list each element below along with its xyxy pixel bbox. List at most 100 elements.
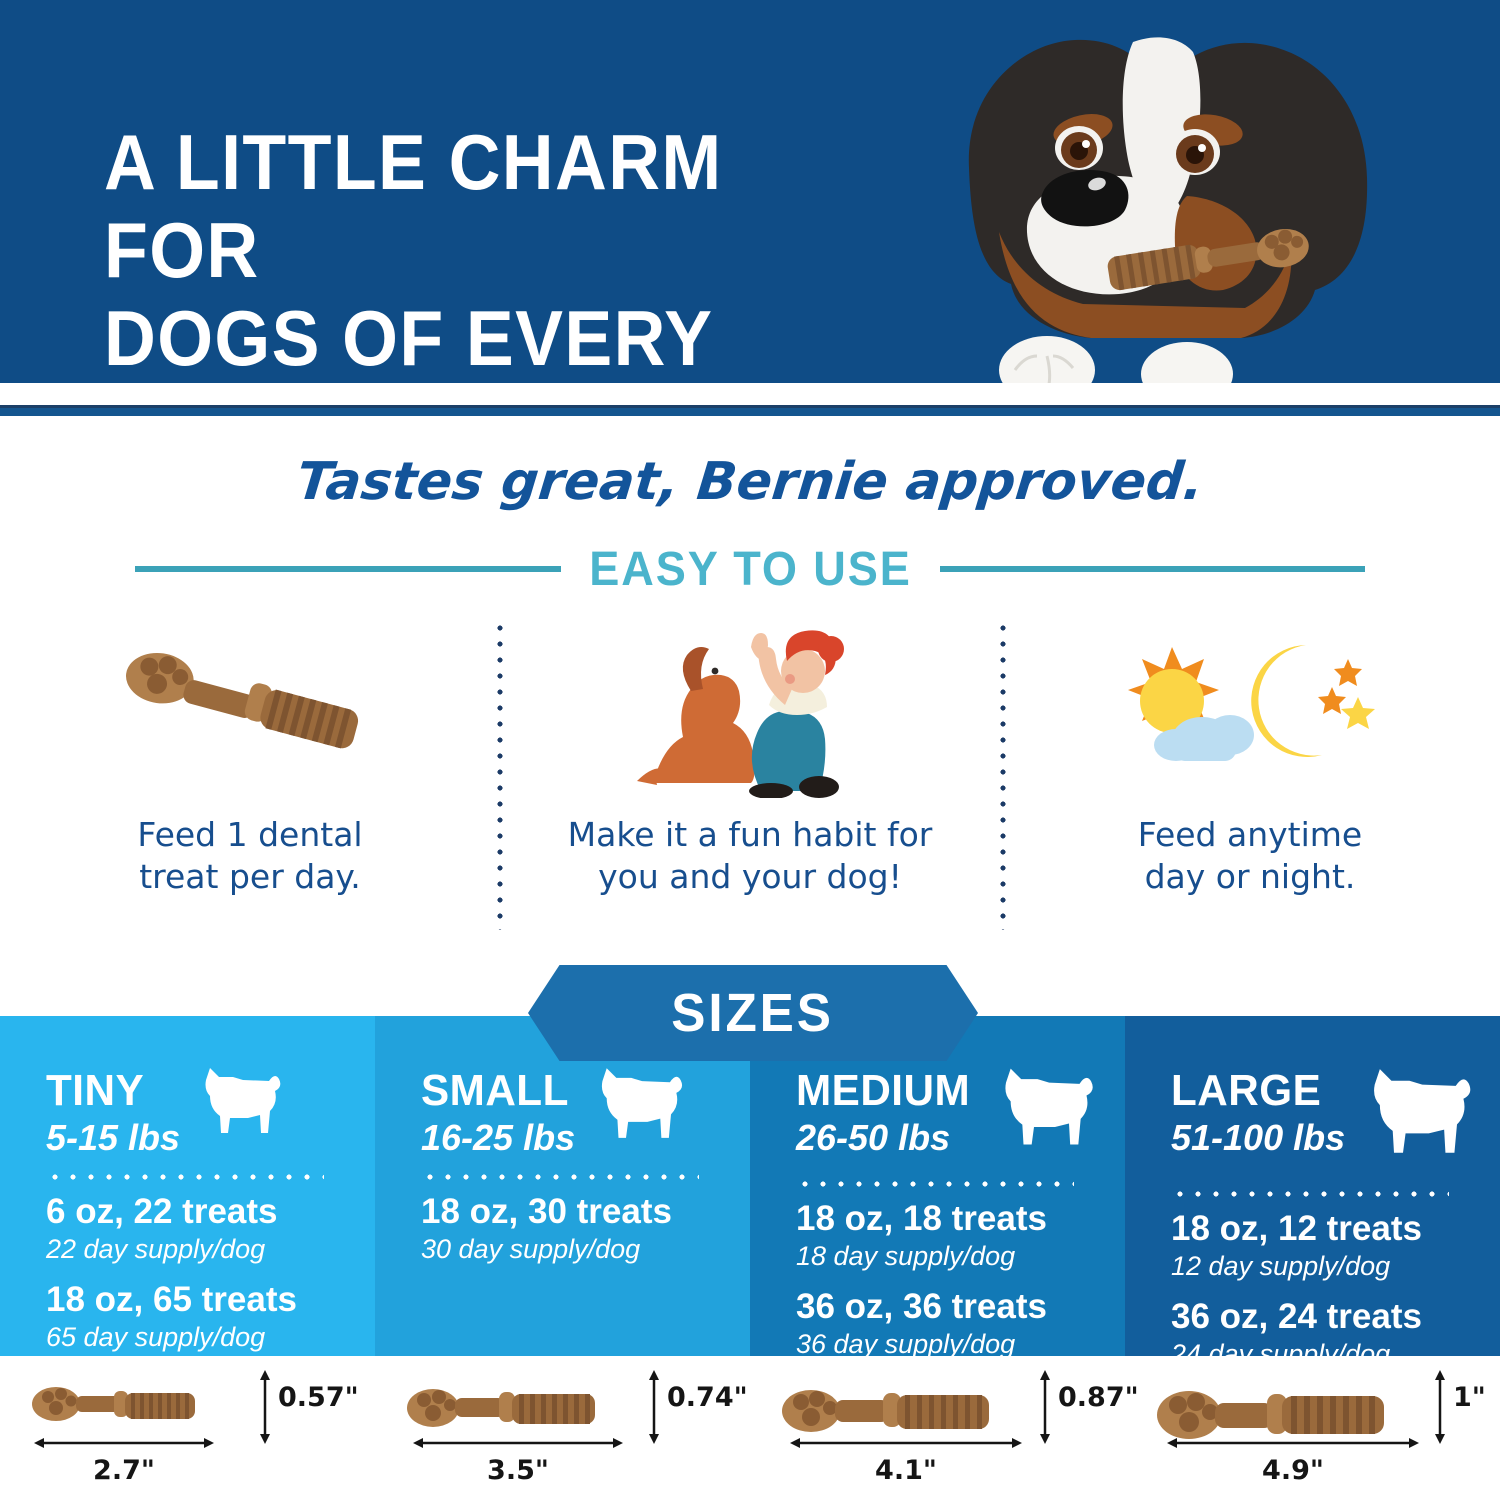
feature-item: Feed 1 dental treat per day. [0,610,500,940]
dog-silhouette-icon [1361,1064,1481,1177]
dental-chew-icon [405,1374,635,1441]
dental-chew-icon [30,1374,230,1435]
length-label: 4.1" [875,1455,937,1486]
product-title: 36 oz, 24 treats [1171,1297,1422,1336]
product-title: 6 oz, 22 treats [46,1192,278,1231]
length-label: 2.7" [93,1455,155,1486]
rule-left [135,566,561,572]
product-title: 18 oz, 30 treats [421,1192,672,1231]
header-banner: A LITTLE CHARM FOR DOGS OF EVERY SIZE [0,0,1500,383]
product-supply: 36 day supply/dog [796,1329,1016,1359]
easy-to-use-heading: EASY TO USE [135,540,1365,598]
dog-silhouette-icon [591,1064,691,1159]
length-arrow [1167,1436,1419,1450]
sizes-columns: TINY 5-15 lbs 6 oz, 22 treats 22 day sup… [0,1016,1500,1369]
section-title: EASY TO USE [588,542,912,596]
product-option: 18 oz, 18 treats 18 day supply/dog [796,1199,1125,1273]
feature-caption-line-1: Feed 1 dental [137,815,363,854]
size-column-large: LARGE 51-100 lbs 18 oz, 12 treats 12 day… [1125,1016,1500,1369]
dimension-cell-medium: 4.1" 0.87" [750,1356,1139,1486]
size-name: TINY [46,1066,145,1115]
size-divider [796,1181,1074,1187]
header-gap [0,383,1500,405]
size-column-small: SMALL 16-25 lbs 18 oz, 30 treats 30 day … [375,1016,750,1356]
height-arrow [647,1370,661,1444]
page-title: A LITTLE CHARM FOR DOGS OF EVERY SIZE [104,118,877,383]
product-title: 18 oz, 18 treats [796,1199,1047,1238]
dental-chew-icon [1155,1374,1423,1455]
product-title: 36 oz, 36 treats [796,1287,1047,1326]
size-column-tiny: TINY 5-15 lbs 6 oz, 22 treats 22 day sup… [0,1016,375,1356]
tagline: Tastes great, Bernie approved. [293,452,1207,512]
height-arrow [1433,1370,1447,1444]
size-name: MEDIUM [796,1066,971,1115]
feature-caption-line-1: Feed anytime [1137,815,1363,854]
dimensions-row: 2.7" 0.57" 3.5" 0.74" [0,1356,1500,1486]
sun-cloud-moon-stars-icon [1110,610,1390,800]
sizes-banner: SIZES [528,965,978,1061]
product-supply: 30 day supply/dog [421,1234,641,1264]
feature-caption-line-2: you and your dog! [598,857,902,896]
length-arrow [413,1436,623,1450]
product-supply: 22 day supply/dog [46,1234,266,1264]
person-high-five-dog-icon [635,610,865,800]
product-option: 6 oz, 22 treats 22 day supply/dog [46,1192,375,1266]
height-arrow [258,1370,272,1444]
size-column-medium: MEDIUM 26-50 lbs 18 oz, 18 treats 18 day… [750,1016,1125,1359]
product-option: 18 oz, 12 treats 12 day supply/dog [1171,1209,1500,1283]
product-option: 18 oz, 65 treats 65 day supply/dog [46,1280,375,1354]
size-divider [1171,1191,1449,1197]
header-underline-gap [0,416,1500,430]
size-weight-range: 16-25 lbs [421,1117,576,1158]
size-name: LARGE [1171,1066,1322,1115]
feature-caption-line-2: treat per day. [139,857,361,896]
length-label: 3.5" [487,1455,549,1486]
rule-right [939,566,1365,572]
feature-caption: Feed 1 dental treat per day. [137,814,362,898]
feature-caption-line-1: Make it a fun habit for [567,815,933,854]
size-column-header: MEDIUM 26-50 lbs [796,1068,1125,1167]
product-option: 18 oz, 30 treats 30 day supply/dog [421,1192,750,1266]
product-title: 18 oz, 12 treats [1171,1209,1422,1248]
feature-caption-line-2: day or night. [1144,857,1356,896]
height-label: 0.87" [1058,1382,1139,1413]
headline-line-1: A LITTLE CHARM FOR [104,118,723,294]
size-weight-range: 5-15 lbs [46,1117,181,1158]
size-column-header: SMALL 16-25 lbs [421,1068,750,1160]
feature-caption: Make it a fun habit for you and your dog… [568,814,933,898]
size-divider [421,1174,699,1180]
length-label: 4.9" [1262,1455,1324,1486]
size-name: SMALL [421,1066,569,1115]
dimension-cell-tiny: 2.7" 0.57" [0,1356,375,1486]
feature-caption: Feed anytime day or night. [1138,814,1362,898]
bernese-puppy-icon [955,18,1385,383]
height-arrow [1038,1370,1052,1444]
dental-chew-icon [780,1374,1030,1447]
feature-item: Make it a fun habit for you and your dog… [500,610,1000,940]
length-arrow [34,1436,214,1450]
feature-divider-2 [1000,620,1006,930]
product-title: 18 oz, 65 treats [46,1280,297,1319]
dog-silhouette-icon [196,1064,288,1153]
dog-silhouette-icon [993,1064,1103,1167]
product-option: 36 oz, 36 treats 36 day supply/dog [796,1287,1125,1361]
sizes-banner-label: SIZES [671,983,835,1043]
product-supply: 12 day supply/dog [1171,1251,1391,1281]
header-accent-stripe [0,405,1500,416]
product-supply: 65 day supply/dog [46,1322,266,1352]
size-divider [46,1174,324,1180]
product-supply: 18 day supply/dog [796,1241,1016,1271]
length-arrow [790,1436,1022,1450]
dimension-cell-large: 4.9" 1" [1125,1356,1500,1486]
size-column-header: TINY 5-15 lbs [46,1068,375,1160]
headline-line-2: DOGS OF EVERY SIZE [104,294,713,383]
size-column-header: LARGE 51-100 lbs [1171,1068,1500,1177]
dental-chew-icon [115,610,385,800]
features-row: Feed 1 dental treat per day. [0,610,1500,940]
height-label: 1" [1453,1382,1486,1413]
size-weight-range: 51-100 lbs [1171,1117,1346,1158]
size-weight-range: 26-50 lbs [796,1117,951,1158]
height-label: 0.57" [278,1382,359,1413]
feature-item: Feed anytime day or night. [1000,610,1500,940]
dimension-cell-small: 3.5" 0.74" [375,1356,750,1486]
